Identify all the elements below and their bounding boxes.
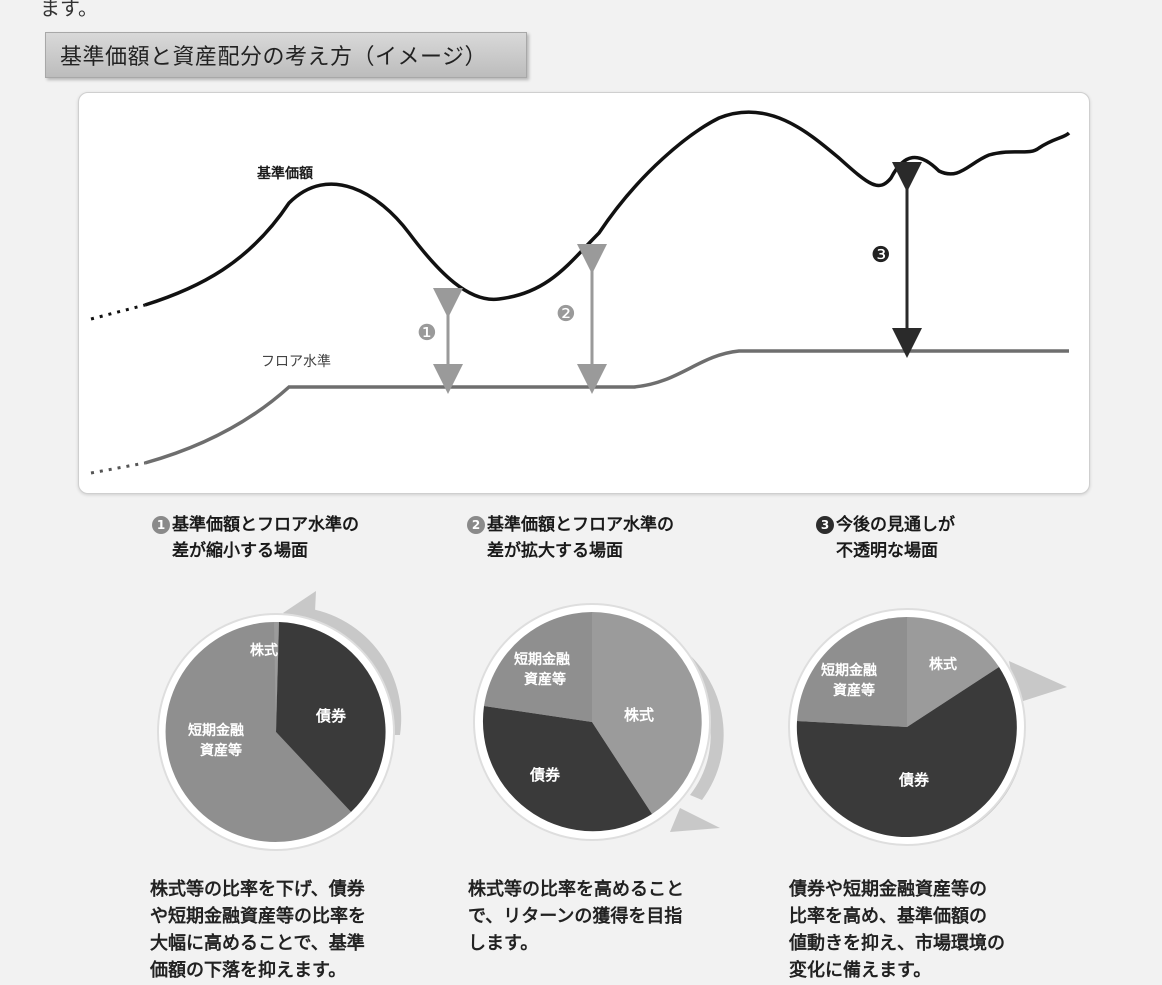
scenario-1-desc-line3: 大幅に高めることで、基準 (150, 933, 365, 954)
scenario-1-desc-line2: や短期金融資産等の比率を (150, 906, 366, 927)
scenario-2-description: 株式等の比率を高めること で、リターンの獲得を目指 します。 (468, 876, 684, 957)
diagram-title: 基準価額と資産配分の考え方（イメージ） (45, 32, 527, 78)
scenario-3-heading: 3 今後の見通しが 不透明な場面 (816, 512, 955, 564)
floor-curve (144, 349, 1069, 465)
marker-3: ❸ (871, 243, 891, 268)
scenario-2-desc-line2: で、リターンの獲得を目指 (468, 906, 683, 927)
pie-1-label-stock: 株式 (250, 642, 278, 659)
scenario-1-heading-line2: 差が縮小する場面 (172, 541, 308, 561)
scenario-1-description: 株式等の比率を下げ、債券 や短期金融資産等の比率を 大幅に高めることで、基準 価… (150, 876, 366, 984)
pie-3-slice-money (797, 616, 907, 727)
pie-2-label-stock: 株式 (624, 706, 654, 724)
top-text-fragment: ます。 (40, 0, 98, 20)
nav-label: 基準価額 (257, 166, 313, 182)
scenario-3-desc-line3: 値動きを抑え、市場環境の (789, 933, 1005, 954)
pie-3-slice-stock (907, 617, 999, 727)
nav-floor-chart (90, 110, 1071, 475)
scenario-3-desc-line4: 変化に備えます。 (789, 960, 932, 981)
scenario-2-heading: 2 基準価額とフロア水準の 差が拡大する場面 (467, 512, 674, 564)
marker-2: ❷ (556, 302, 576, 327)
scenario-1-pie: 株式 債券 短期金融 資産等 (148, 585, 418, 859)
scenario-1-heading: 1 基準価額とフロア水準の 差が縮小する場面 (152, 512, 359, 564)
pie-1-label-money-line1: 短期金融 (188, 722, 244, 739)
scenario-3-marker: 3 (816, 516, 834, 534)
pie-2-slice-bond (482, 706, 652, 832)
scenario-3-heading-line2: 不透明な場面 (836, 541, 938, 561)
nav-curve-dotted (90, 303, 146, 321)
pie-2-label-money-line2: 資産等 (524, 671, 566, 688)
nav-floor-chart-panel: 基準価額 フロア水準 ❶ ❷ ❸ (78, 92, 1090, 494)
pie-3-label-bond: 債券 (898, 771, 930, 789)
scenario-1-marker: 1 (152, 516, 170, 534)
scenario-1-heading-line1: 基準価額とフロア水準の (172, 515, 359, 535)
scenario-2-heading-line1: 基準価額とフロア水準の (487, 515, 674, 535)
pie-1-slice-stock (274, 621, 279, 732)
pie-1-label-money-line2: 資産等 (200, 742, 242, 759)
pie-2-label-bond: 債券 (529, 766, 561, 784)
scenario-1-desc-line4: 価額の下落を抑えます。 (150, 960, 347, 981)
scenario-3-cycle-arrowhead (1009, 661, 1067, 703)
scenario-2-cycle-arrowhead (670, 808, 720, 832)
scenario-3-desc-line2: 比率を高め、基準価額の (789, 906, 987, 927)
scenario-2-marker: 2 (467, 516, 485, 534)
pie-3-slice-bond (796, 667, 1017, 838)
marker-1: ❶ (417, 321, 437, 346)
pie-2-slice-money (484, 612, 592, 722)
scenario-1-desc-line1: 株式等の比率を下げ、債券 (150, 879, 365, 900)
scenario-3-desc-line1: 債券や短期金融資産等の (789, 879, 987, 900)
scenario-2-heading-line2: 差が拡大する場面 (487, 541, 623, 561)
pie-1-slice-money (165, 621, 351, 842)
scenario-3-pie: 短期金融 資産等 株式 債券 (787, 605, 1077, 859)
pie-3-label-stock: 株式 (929, 656, 957, 673)
pie-3-label-money-line1: 短期金融 (821, 662, 877, 679)
floor-label: フロア水準 (261, 354, 331, 370)
pie-2-slice-stock (592, 612, 702, 814)
pie-1-label-bond: 債券 (315, 707, 347, 725)
pie-2-label-money-line1: 短期金融 (514, 651, 570, 668)
floor-curve-dotted (90, 461, 146, 475)
scenario-2-desc-line3: します。 (468, 933, 539, 954)
scenario-3-description: 債券や短期金融資産等の 比率を高め、基準価額の 値動きを抑え、市場環境の 変化に… (789, 876, 1005, 984)
pie-1-slice-bond (276, 622, 386, 812)
scenario-2-cycle-arrow (662, 640, 724, 800)
scenario-2-desc-line1: 株式等の比率を高めること (468, 879, 684, 900)
scenario-2-pie: 短期金融 資産等 株式 債券 (470, 600, 730, 854)
pie-3-label-money-line2: 資産等 (833, 682, 875, 699)
nav-curve (144, 110, 1071, 307)
scenario-3-heading-line1: 今後の見通しが (836, 515, 955, 535)
